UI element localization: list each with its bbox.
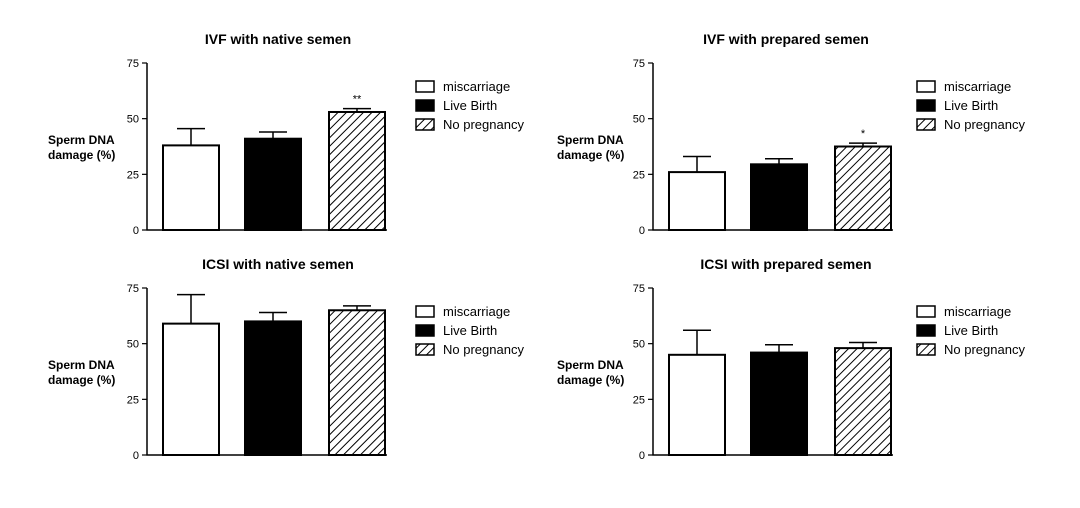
bar-no-pregnancy [328, 309, 386, 456]
y-tick-label: 75 [633, 283, 645, 295]
legend-label: Live Birth [443, 98, 497, 113]
chart-title: IVF with prepared semen [703, 31, 869, 47]
legend-swatch-3 [415, 118, 435, 131]
chart-title: ICSI with prepared semen [700, 256, 871, 272]
legend-label: No pregnancy [944, 342, 1025, 357]
significance-marker: ** [353, 94, 362, 106]
y-tick-label: 25 [127, 394, 139, 406]
y-axis-label: Sperm DNA [557, 358, 624, 372]
legend-label: No pregnancy [443, 342, 524, 357]
bar-miscarriage [668, 171, 726, 232]
y-tick-label: 0 [133, 450, 139, 462]
y-tick-label: 0 [133, 225, 139, 237]
y-tick-label: 25 [633, 394, 645, 406]
y-tick-label: 25 [127, 169, 139, 181]
y-tick-label: 50 [127, 339, 139, 351]
legend-swatch-1 [916, 80, 936, 93]
y-axis-label: Sperm DNA [557, 133, 624, 147]
legend-swatch-2 [415, 99, 435, 112]
legend-label: Live Birth [944, 98, 998, 113]
bar-live-birth [750, 351, 808, 456]
legend-label: miscarriage [944, 304, 1011, 319]
bar-miscarriage [668, 353, 726, 456]
bar-live-birth [244, 320, 302, 456]
legend-swatch-1 [415, 80, 435, 93]
legend-label: Live Birth [443, 323, 497, 338]
y-tick-label: 75 [127, 58, 139, 70]
bar-live-birth [244, 137, 302, 231]
y-axis-label: damage (%) [48, 373, 115, 387]
y-tick-label: 50 [127, 114, 139, 126]
bar-live-birth [750, 163, 808, 232]
legend-label: No pregnancy [944, 117, 1025, 132]
chart-title: IVF with native semen [205, 31, 351, 47]
y-tick-label: 50 [633, 339, 645, 351]
legend-label: Live Birth [944, 323, 998, 338]
y-axis-label: damage (%) [557, 373, 624, 387]
legend-swatch-2 [916, 99, 936, 112]
legend-swatch-3 [916, 343, 936, 356]
legend-label: miscarriage [443, 304, 510, 319]
bar-miscarriage [162, 322, 220, 457]
legend-label: miscarriage [443, 79, 510, 94]
y-tick-label: 0 [639, 450, 645, 462]
y-axis-label: Sperm DNA [48, 358, 115, 372]
legend-swatch-3 [415, 343, 435, 356]
legend-swatch-1 [916, 305, 936, 318]
y-tick-label: 75 [127, 283, 139, 295]
y-tick-label: 75 [633, 58, 645, 70]
legend-swatch-1 [415, 305, 435, 318]
significance-marker: * [861, 128, 866, 140]
legend-swatch-2 [415, 324, 435, 337]
legend-label: miscarriage [944, 79, 1011, 94]
bar-no-pregnancy [328, 110, 386, 231]
y-tick-label: 25 [633, 169, 645, 181]
y-axis-label: damage (%) [557, 148, 624, 162]
bar-miscarriage [162, 144, 220, 232]
y-tick-label: 0 [639, 225, 645, 237]
legend-label: No pregnancy [443, 117, 524, 132]
bar-no-pregnancy [834, 145, 892, 231]
legend-swatch-2 [916, 324, 936, 337]
y-axis-label: damage (%) [48, 148, 115, 162]
legend-swatch-3 [916, 118, 936, 131]
y-tick-label: 50 [633, 114, 645, 126]
y-axis-label: Sperm DNA [48, 133, 115, 147]
chart-panel-4: ICSI with prepared semen Sperm DNAdamage … [557, 256, 1025, 462]
bar-no-pregnancy [834, 347, 892, 456]
chart-title: ICSI with native semen [202, 256, 354, 272]
